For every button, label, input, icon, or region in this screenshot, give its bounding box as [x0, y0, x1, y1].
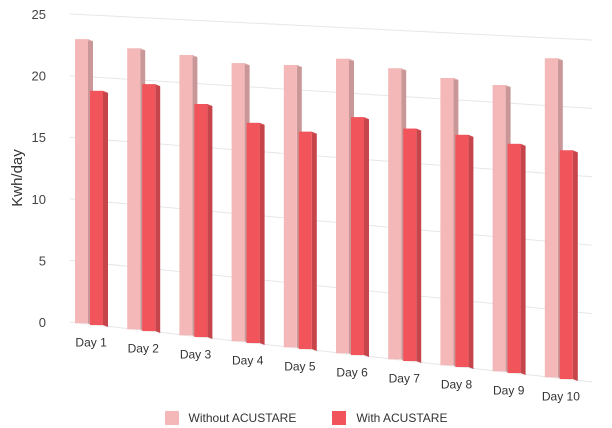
legend: Without ACUSTARE With ACUSTARE: [0, 408, 612, 428]
bar-with-acustare[interactable]: [194, 104, 213, 340]
legend-swatch-with: [332, 411, 347, 425]
y-tick-label: 0: [39, 315, 46, 330]
bar-with-acustare[interactable]: [351, 117, 369, 358]
x-tick-label: Day 1: [75, 335, 107, 349]
legend-label-without: Without ACUSTARE: [188, 411, 297, 425]
legend-label-with: With ACUSTARE: [356, 411, 448, 425]
x-axis-labels: Day 1 Day 2 Day 3 Day 4 Day 5 Day 6 Day 7 Day 8…: [75, 335, 580, 403]
x-tick-label: Day 4: [232, 353, 264, 367]
x-tick-label: Day 8: [441, 377, 473, 391]
x-tick-label: Day 3: [180, 347, 212, 361]
bar-with-acustare[interactable]: [559, 150, 578, 382]
bar-with-acustare[interactable]: [455, 134, 474, 370]
x-tick-label: Day 2: [128, 341, 160, 355]
y-tick-label: 15: [32, 130, 46, 145]
bar-with-acustare[interactable]: [90, 90, 108, 328]
bar-with-acustare[interactable]: [142, 84, 161, 334]
y-axis-title: Kwh/day: [9, 149, 26, 207]
gridline-25: [69, 13, 593, 41]
y-tick-label: 5: [39, 253, 46, 268]
x-tick-label: Day 9: [493, 383, 525, 397]
y-tick-label: 25: [32, 7, 46, 22]
x-tick-label: Day 5: [284, 359, 316, 373]
y-axis-ticks: 0 5 10 15 20 25: [32, 7, 46, 330]
y-tick-label: 20: [32, 69, 46, 84]
y-tick-label: 10: [32, 192, 46, 207]
x-tick-label: Day 10: [542, 389, 580, 403]
x-tick-label: Day 7: [389, 371, 421, 385]
gridline-0: [69, 321, 593, 383]
bar-with-acustare[interactable]: [507, 143, 526, 376]
legend-swatch-without: [164, 411, 179, 425]
x-tick-label: Day 6: [336, 365, 368, 379]
bar-with-acustare[interactable]: [298, 131, 317, 352]
bars: [75, 39, 578, 382]
bar-with-acustare[interactable]: [246, 122, 265, 346]
legend-item-without[interactable]: Without ACUSTARE: [164, 411, 297, 425]
bar-with-acustare[interactable]: [403, 128, 422, 364]
legend-item-with[interactable]: With ACUSTARE: [332, 411, 447, 425]
